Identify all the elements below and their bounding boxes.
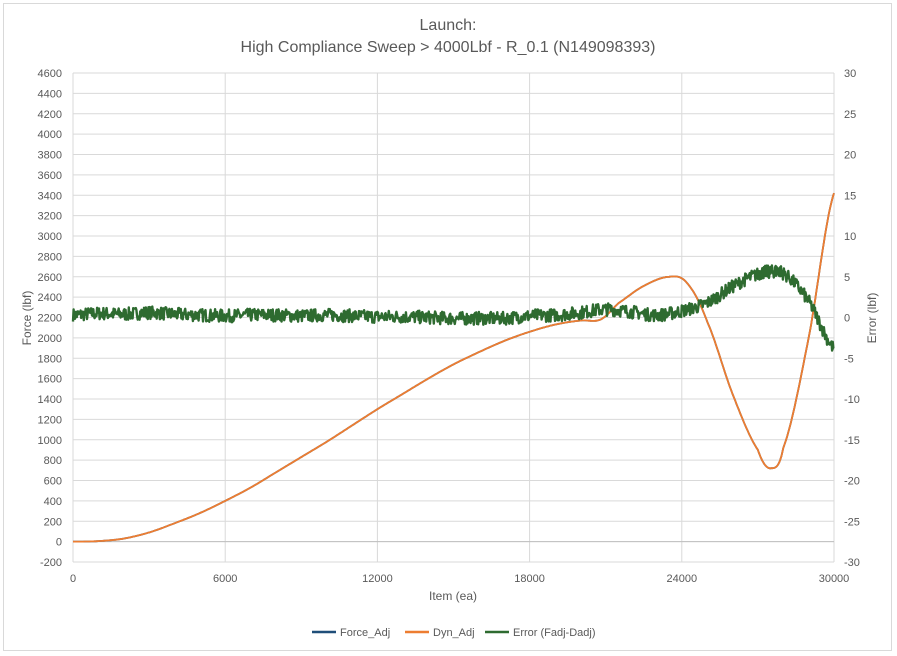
y-tick-label: 4600 (38, 68, 62, 80)
series-line-force-adj (73, 192, 835, 543)
y2-tick-label: 25 (844, 109, 856, 121)
legend: Force_Adj Dyn_Adj Error (Fadj-Dadj) (312, 627, 596, 639)
legend-label-force-adj: Force_Adj (340, 627, 390, 639)
y2-tick-label: -5 (844, 353, 854, 365)
y2-tick-label: 0 (844, 313, 850, 325)
y-axis-label: Force (lbf) (20, 291, 34, 346)
y-tick-label: 1200 (38, 414, 62, 426)
series-line-error-fadj-dadj (71, 264, 835, 352)
y2-tick-label: 15 (844, 190, 856, 202)
y-tick-label: 600 (44, 476, 62, 488)
y2-tick-label: -10 (844, 394, 860, 406)
x-tick-label: 6000 (213, 573, 237, 585)
y-tick-label: 400 (44, 496, 62, 508)
y-tick-label: 3400 (38, 190, 62, 202)
y-tick-label: 4400 (38, 88, 62, 100)
gridlines (72, 72, 835, 563)
x-axis-label: Item (ea) (429, 589, 477, 603)
x-tick-label: 0 (70, 573, 76, 585)
y2-tick-label: 5 (844, 272, 850, 284)
x-tick-label: 30000 (819, 573, 850, 585)
legend-label-error: Error (Fadj-Dadj) (513, 627, 596, 639)
y-tick-label: 3800 (38, 150, 62, 162)
y-tick-label: 2200 (38, 313, 62, 325)
y-tick-label: 2000 (38, 333, 62, 345)
y2-tick-label: 10 (844, 231, 856, 243)
x-tick-label: 18000 (514, 573, 545, 585)
y-tick-label: 4000 (38, 129, 62, 141)
x-tick-label: 12000 (362, 573, 393, 585)
tick-labels: -200020040060080010001200140016001800200… (38, 68, 860, 585)
chart-frame (3, 3, 892, 651)
y-tick-label: 4200 (38, 109, 62, 121)
y-tick-label: 3600 (38, 170, 62, 182)
y-tick-label: 800 (44, 455, 62, 467)
y-tick-label: 2600 (38, 272, 62, 284)
y-tick-label: 3000 (38, 231, 62, 243)
y-tick-label: 0 (56, 537, 62, 549)
y2-tick-label: -30 (844, 557, 860, 569)
series-line-dyn-adj (73, 192, 835, 543)
y2-tick-label: -20 (844, 476, 860, 488)
y-tick-label: 1600 (38, 374, 62, 386)
y-tick-label: 200 (44, 516, 62, 528)
y-tick-label: 2400 (38, 292, 62, 304)
y-tick-label: 3200 (38, 211, 62, 223)
y-tick-label: -200 (40, 557, 62, 569)
y-tick-label: 2800 (38, 251, 62, 263)
y2-axis-label: Error (lbf) (865, 293, 879, 344)
y2-tick-label: -15 (844, 435, 860, 447)
chart-title-line-1: Launch: (420, 17, 477, 34)
y2-tick-label: 30 (844, 68, 856, 80)
chart-title-line-2: High Compliance Sweep > 4000Lbf - R_0.1 … (241, 39, 656, 56)
series-lines (71, 192, 835, 543)
y2-tick-label: 20 (844, 150, 856, 162)
x-tick-label: 24000 (667, 573, 698, 585)
y-tick-label: 1000 (38, 435, 62, 447)
legend-label-dyn-adj: Dyn_Adj (433, 627, 475, 639)
y2-tick-label: -25 (844, 516, 860, 528)
y-tick-label: 1400 (38, 394, 62, 406)
y-tick-label: 1800 (38, 353, 62, 365)
